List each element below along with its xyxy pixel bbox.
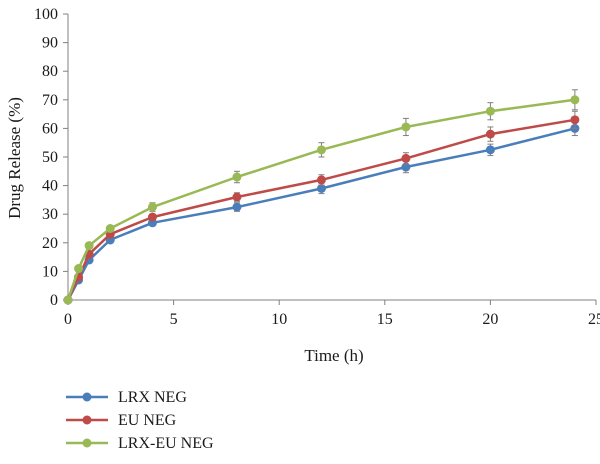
y-tick-label: 10 <box>42 263 58 280</box>
data-point <box>401 122 411 132</box>
data-point <box>232 202 242 212</box>
x-axis-title: Time (h) <box>304 346 363 365</box>
data-point <box>147 202 157 212</box>
x-tick-label: 25 <box>588 311 600 328</box>
series-line <box>66 118 576 301</box>
data-point <box>74 264 84 274</box>
legend-item-eu-neg: EU NEG <box>66 412 177 429</box>
y-tick-label: 20 <box>42 235 58 252</box>
data-point <box>485 106 495 116</box>
data-point <box>232 172 242 182</box>
data-point <box>570 95 580 105</box>
y-tick-label: 80 <box>42 63 58 80</box>
y-tick-label: 90 <box>42 35 58 52</box>
legend-item-lrx-eu-neg: LRX-EU NEG <box>66 435 214 452</box>
legend-label: LRX NEG <box>118 389 187 406</box>
x-tick-label: 20 <box>482 311 498 328</box>
y-tick-label: 50 <box>42 149 58 166</box>
series-lrx-eu-neg <box>63 89 580 305</box>
data-point <box>485 129 495 139</box>
x-ticks: 0 5 10 15 20 25 <box>64 300 600 328</box>
data-point <box>401 162 411 172</box>
legend-marker <box>82 415 92 425</box>
data-point <box>316 183 326 193</box>
legend-marker <box>82 392 92 402</box>
data-point <box>232 192 242 202</box>
legend-item-lrx-neg: LRX NEG <box>66 389 187 406</box>
y-tick-label: 30 <box>42 206 58 223</box>
x-tick-label: 10 <box>271 311 287 328</box>
data-point <box>316 145 326 155</box>
data-point <box>147 212 157 222</box>
y-ticks: 0 10 20 30 40 50 60 70 80 90 100 <box>34 6 68 309</box>
y-tick-label: 40 <box>42 178 58 195</box>
x-tick-label: 0 <box>64 311 72 328</box>
legend: LRX NEG EU NEG LRX-EU NEG <box>66 389 214 452</box>
data-point <box>570 115 580 125</box>
legend-label: LRX-EU NEG <box>118 435 214 452</box>
data-point <box>105 224 115 233</box>
legend-label: EU NEG <box>118 412 177 429</box>
series-line <box>66 98 576 301</box>
x-tick-label: 15 <box>377 311 393 328</box>
data-point <box>84 241 94 251</box>
series-group <box>63 89 580 305</box>
y-tick-label: 0 <box>50 292 58 309</box>
series-line <box>66 127 576 301</box>
x-tick-label: 5 <box>170 311 178 328</box>
data-point <box>316 175 326 185</box>
y-tick-label: 60 <box>42 120 58 137</box>
legend-marker <box>82 438 92 448</box>
series-eu-neg <box>63 110 580 305</box>
data-point <box>63 295 73 305</box>
y-axis-title: Drug Release (%) <box>5 97 24 219</box>
data-point <box>485 145 495 155</box>
y-tick-label: 100 <box>34 6 58 23</box>
axes <box>67 14 596 301</box>
series-lrx-neg <box>63 120 580 305</box>
data-point <box>401 153 411 163</box>
y-tick-label: 70 <box>42 92 58 109</box>
